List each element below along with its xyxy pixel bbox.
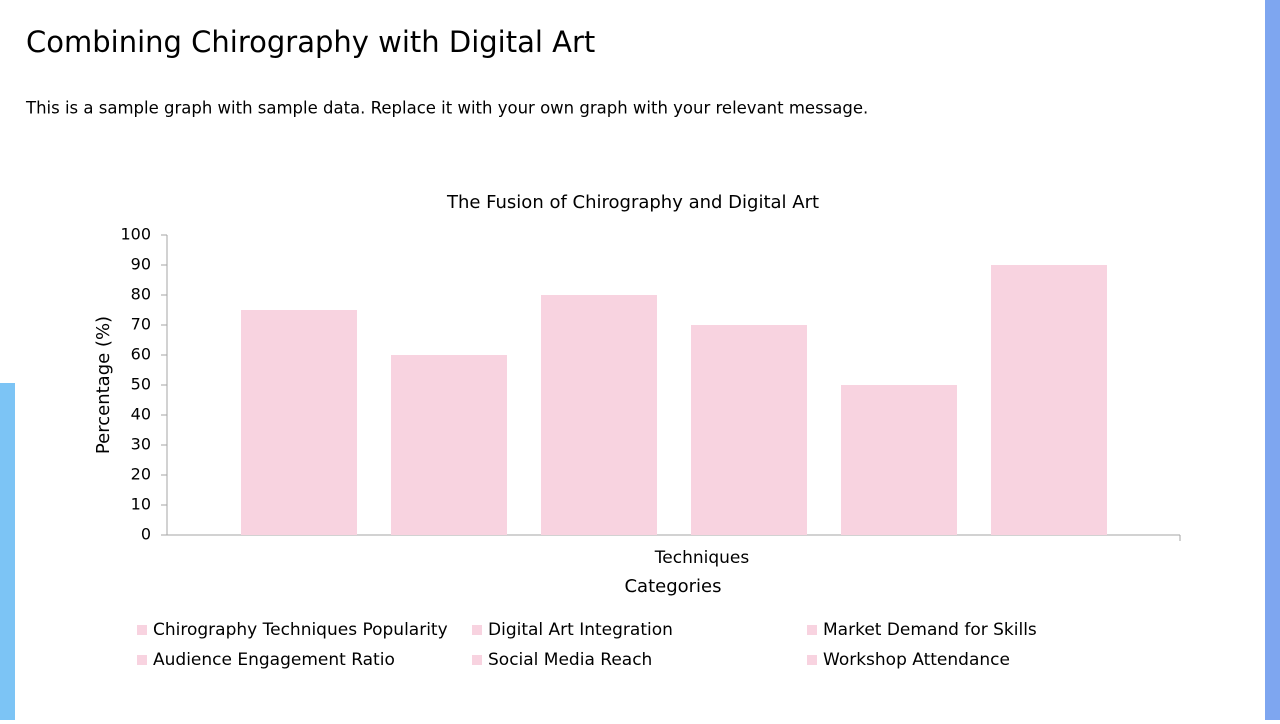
y-tick-label: 10	[131, 495, 151, 514]
y-axis-title: Percentage (%)	[93, 316, 114, 454]
chart-title: The Fusion of Chirography and Digital Ar…	[446, 192, 819, 213]
y-tick-label: 100	[120, 225, 151, 244]
y-tick-label: 40	[131, 405, 151, 424]
y-tick-label: 20	[131, 465, 151, 484]
y-tick-label: 70	[131, 315, 151, 334]
y-tick-label: 0	[141, 525, 151, 544]
bar	[991, 265, 1107, 535]
slide-subtitle: This is a sample graph with sample data.…	[25, 99, 868, 118]
legend-swatch	[807, 655, 817, 665]
legend-swatch	[807, 625, 817, 635]
left-accent	[0, 383, 15, 720]
legend-label: Market Demand for Skills	[823, 620, 1037, 640]
y-tick-label: 80	[131, 285, 151, 304]
legend-swatch	[472, 655, 482, 665]
bar	[841, 385, 957, 535]
right-accent	[1265, 0, 1280, 720]
legend-swatch	[137, 655, 147, 665]
legend-label: Audience Engagement Ratio	[153, 650, 395, 670]
y-tick-label: 30	[131, 435, 151, 454]
y-tick-label: 60	[131, 345, 151, 364]
bar	[541, 295, 657, 535]
legend-label: Digital Art Integration	[488, 620, 673, 640]
slide-title: Combining Chirography with Digital Art	[26, 25, 595, 59]
legend-label: Chirography Techniques Popularity	[153, 620, 448, 640]
legend-swatch	[137, 625, 147, 635]
x-axis-title: Categories	[624, 576, 721, 597]
y-tick-label: 50	[131, 375, 151, 394]
bar	[241, 310, 357, 535]
y-tick-label: 90	[131, 255, 151, 274]
legend-label: Social Media Reach	[488, 650, 652, 670]
legend-swatch	[472, 625, 482, 635]
bar	[391, 355, 507, 535]
x-tick-label: Techniques	[654, 548, 750, 568]
legend-label: Workshop Attendance	[823, 650, 1010, 670]
bar	[691, 325, 807, 535]
